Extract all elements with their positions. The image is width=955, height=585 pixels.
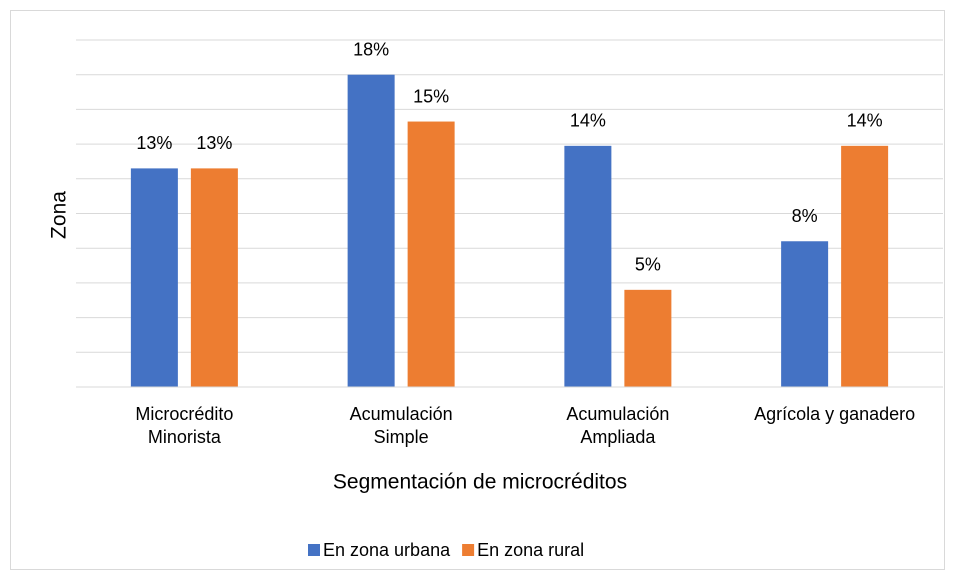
data-label: 13% — [196, 133, 232, 153]
x-tick-label: Acumulación Ampliada — [566, 404, 669, 447]
legend-label: En zona urbana — [323, 540, 451, 560]
legend-swatch — [308, 544, 320, 556]
data-label: 14% — [847, 111, 883, 131]
x-tick-label: Acumulación Simple — [350, 404, 453, 447]
bar — [190, 168, 238, 387]
data-label: 18% — [353, 39, 389, 59]
y-axis-title: Zona — [48, 191, 71, 239]
bar — [781, 241, 829, 387]
bar — [407, 121, 455, 388]
legend-swatch — [462, 544, 475, 556]
x-tick-label: Microcrédito Minorista — [135, 404, 233, 447]
data-label: 5% — [635, 255, 661, 275]
bar — [841, 145, 889, 387]
bar — [564, 145, 612, 387]
data-label: 8% — [792, 206, 818, 226]
x-axis-title: Segmentación de microcréditos — [333, 471, 627, 494]
x-tick-label: Agrícola y ganadero — [754, 404, 915, 424]
bar — [130, 168, 178, 387]
bar — [624, 289, 672, 387]
data-label: 15% — [413, 86, 449, 106]
data-label: 14% — [570, 111, 606, 131]
bar — [347, 74, 395, 387]
legend-label: En zona rural — [477, 540, 584, 560]
data-label: 13% — [136, 133, 172, 153]
